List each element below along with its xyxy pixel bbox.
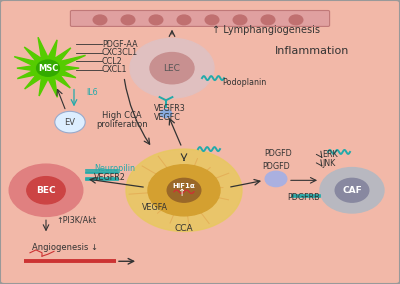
Circle shape [177, 15, 191, 25]
Text: JNK: JNK [322, 159, 335, 168]
Circle shape [289, 15, 303, 25]
FancyBboxPatch shape [70, 11, 330, 26]
Text: CCL2: CCL2 [102, 57, 123, 66]
Text: VEGFR3: VEGFR3 [154, 104, 186, 113]
Circle shape [160, 110, 172, 118]
Text: PDGFRB: PDGFRB [288, 193, 320, 202]
Circle shape [148, 165, 220, 216]
Text: ↑PI3K/Akt: ↑PI3K/Akt [56, 216, 96, 225]
Circle shape [261, 15, 275, 25]
Text: Neuropilin: Neuropilin [94, 164, 135, 174]
Text: PDGFD: PDGFD [262, 162, 290, 171]
Text: CXC3CL1: CXC3CL1 [102, 48, 138, 57]
Circle shape [149, 15, 163, 25]
Text: High CCA: High CCA [102, 110, 142, 120]
Text: HIF1α: HIF1α [173, 183, 195, 189]
Text: EV: EV [64, 118, 76, 127]
Text: ↑: ↑ [178, 188, 186, 198]
Text: VEGFR2: VEGFR2 [94, 173, 126, 182]
Text: MSC: MSC [38, 64, 58, 73]
Text: Podoplanin: Podoplanin [222, 78, 266, 87]
Circle shape [9, 164, 83, 216]
Circle shape [205, 15, 219, 25]
Text: CXCL1: CXCL1 [102, 65, 128, 74]
Circle shape [126, 149, 242, 231]
Text: ERK: ERK [322, 150, 338, 159]
Circle shape [121, 15, 135, 25]
Circle shape [130, 38, 214, 98]
Text: proliferation: proliferation [96, 120, 148, 129]
Text: PDGF-AA: PDGF-AA [102, 39, 138, 49]
Text: PDGFD: PDGFD [264, 149, 292, 158]
Text: CAF: CAF [342, 186, 362, 195]
Circle shape [93, 15, 107, 25]
Text: Inflammation: Inflammation [275, 46, 349, 56]
Text: LEC: LEC [164, 64, 180, 73]
Text: ↑ Lymphangiogenesis: ↑ Lymphangiogenesis [212, 25, 320, 35]
Circle shape [233, 15, 247, 25]
Circle shape [167, 178, 201, 202]
Circle shape [27, 177, 65, 204]
Text: BEC: BEC [36, 186, 56, 195]
Circle shape [335, 178, 369, 202]
Text: CCA: CCA [175, 224, 193, 233]
Polygon shape [14, 37, 86, 97]
Text: Angiogenesis ↓: Angiogenesis ↓ [32, 243, 98, 252]
Circle shape [265, 171, 287, 187]
Circle shape [320, 168, 384, 213]
Text: IL6: IL6 [86, 88, 98, 97]
Circle shape [150, 53, 194, 84]
Circle shape [55, 111, 85, 133]
Text: VEGFA: VEGFA [142, 203, 168, 212]
Text: VEGFC: VEGFC [154, 113, 181, 122]
Circle shape [37, 60, 59, 76]
